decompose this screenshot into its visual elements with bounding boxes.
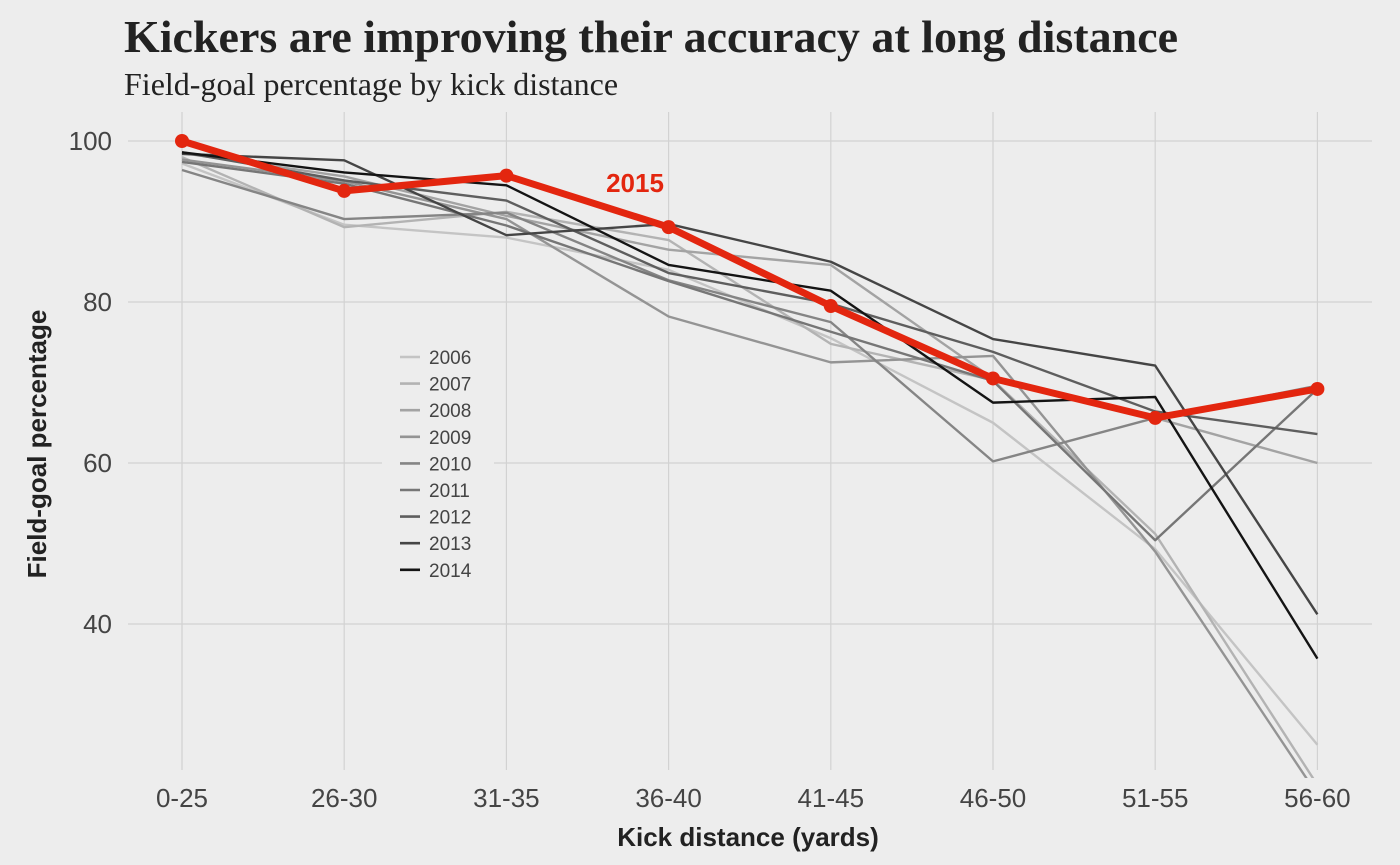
x-axis-title: Kick distance (yards) xyxy=(617,822,879,852)
x-tick-label: 56-60 xyxy=(1284,783,1351,813)
legend-label: 2014 xyxy=(429,561,472,582)
legend-label: 2007 xyxy=(429,375,471,396)
highlight-point xyxy=(499,168,514,183)
series-line-2012 xyxy=(181,151,1318,436)
x-tick-label: 51-55 xyxy=(1122,783,1189,813)
series-line-2013 xyxy=(181,152,1319,615)
highlight-series xyxy=(175,134,1325,425)
series-line-2009 xyxy=(181,158,1308,778)
highlight-point xyxy=(337,183,352,198)
grid xyxy=(128,112,1372,770)
legend-label: 2006 xyxy=(429,348,471,369)
series-line-2006 xyxy=(181,162,1319,746)
y-axis-ticks: 40 60 80 100 xyxy=(69,126,112,639)
highlight-label: 2015 xyxy=(606,168,664,198)
highlight-point xyxy=(661,220,676,235)
legend-label: 2013 xyxy=(429,534,471,555)
highlight-point xyxy=(1148,410,1163,425)
chart-title: Kickers are improving their accuracy at … xyxy=(124,11,1179,62)
legend-label: 2011 xyxy=(429,481,470,502)
y-tick-label: 60 xyxy=(83,448,112,478)
x-tick-label: 36-40 xyxy=(635,783,702,813)
highlight-line-2015 xyxy=(178,137,1321,422)
highlight-point xyxy=(175,134,189,148)
series-line-2010 xyxy=(181,168,1318,463)
x-tick-label: 46-50 xyxy=(960,783,1027,813)
highlight-point xyxy=(1310,381,1325,396)
series-line-2014 xyxy=(181,151,1319,660)
highlight-point xyxy=(986,371,1000,386)
y-axis-title: Field-goal percentage xyxy=(22,310,52,579)
legend: 2006 2007 2008 2009 2010 2011 2012 2013 2014 xyxy=(400,348,472,582)
x-tick-label: 41-45 xyxy=(798,783,865,813)
legend-label: 2008 xyxy=(429,401,471,422)
x-tick-label: 31-35 xyxy=(473,783,540,813)
x-axis-ticks: 0-25 26-30 31-35 36-40 41-45 46-50 51-55 56-60 xyxy=(156,783,1351,813)
y-tick-label: 100 xyxy=(69,126,112,156)
x-tick-label: 26-30 xyxy=(311,783,378,813)
y-tick-label: 80 xyxy=(83,287,112,317)
chart-subtitle: Field-goal percentage by kick distance xyxy=(124,66,619,102)
series-lines xyxy=(181,151,1319,778)
legend-label: 2010 xyxy=(429,454,471,475)
legend-label: 2012 xyxy=(429,508,471,529)
series-line-2007 xyxy=(181,155,1315,778)
x-tick-label: 0-25 xyxy=(156,783,208,813)
legend-label: 2009 xyxy=(429,428,471,449)
highlight-point xyxy=(823,299,838,314)
y-tick-label: 40 xyxy=(83,609,112,639)
